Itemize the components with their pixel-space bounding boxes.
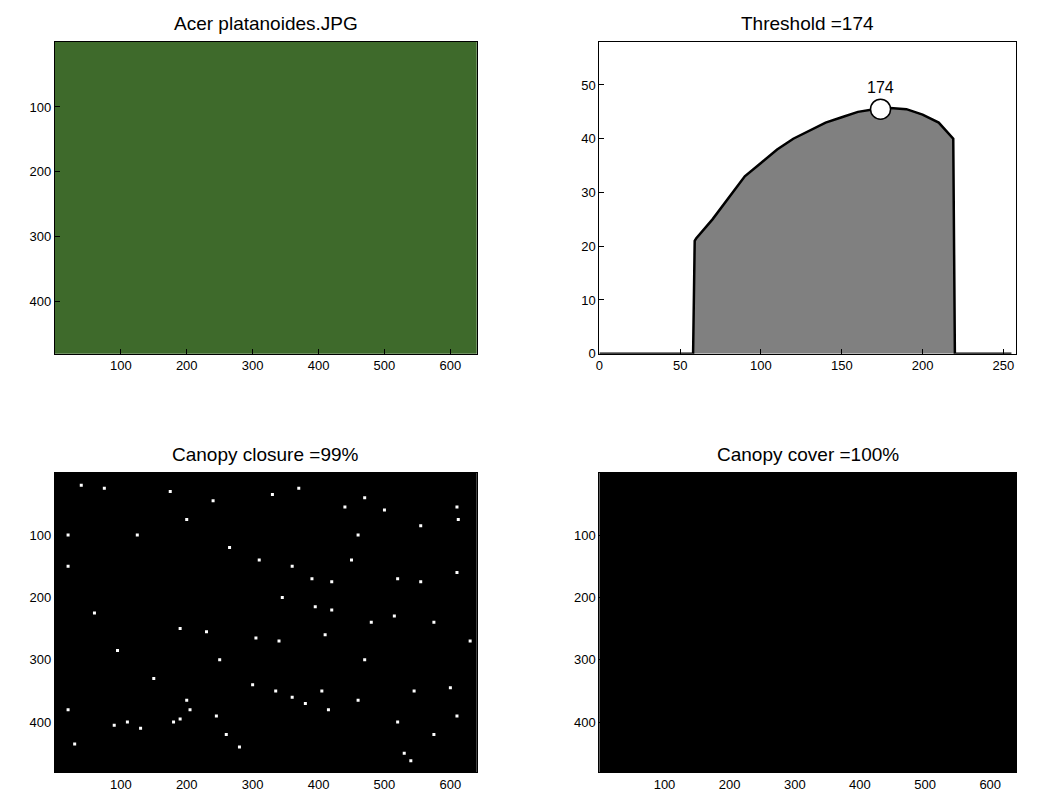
svg-text:Canopy closure =99%: Canopy closure =99%	[172, 444, 359, 465]
svg-text:40: 40	[581, 131, 595, 146]
svg-text:100: 100	[574, 528, 596, 543]
svg-text:400: 400	[308, 358, 330, 373]
svg-text:250: 250	[993, 358, 1015, 373]
svg-text:300: 300	[242, 358, 264, 373]
svg-text:0: 0	[596, 358, 603, 373]
svg-text:400: 400	[30, 715, 52, 730]
svg-text:100: 100	[110, 358, 132, 373]
svg-text:300: 300	[30, 229, 52, 244]
svg-text:200: 200	[30, 590, 52, 605]
svg-text:600: 600	[979, 777, 1001, 792]
svg-text:100: 100	[30, 99, 52, 114]
svg-text:Acer platanoides.JPG: Acer platanoides.JPG	[174, 13, 358, 34]
svg-text:0: 0	[589, 346, 596, 361]
svg-text:400: 400	[30, 294, 52, 309]
svg-text:200: 200	[176, 777, 198, 792]
svg-text:600: 600	[440, 358, 462, 373]
svg-text:20: 20	[581, 239, 595, 254]
svg-text:400: 400	[574, 715, 596, 730]
svg-text:100: 100	[30, 528, 52, 543]
svg-text:200: 200	[719, 777, 741, 792]
svg-text:150: 150	[831, 358, 853, 373]
svg-text:300: 300	[574, 652, 596, 667]
svg-text:500: 500	[914, 777, 936, 792]
svg-text:200: 200	[574, 590, 596, 605]
svg-text:100: 100	[750, 358, 772, 373]
svg-text:100: 100	[654, 777, 676, 792]
svg-text:10: 10	[581, 293, 595, 308]
svg-text:400: 400	[308, 777, 330, 792]
svg-text:500: 500	[374, 358, 396, 373]
svg-text:200: 200	[912, 358, 934, 373]
svg-text:174: 174	[867, 79, 894, 96]
svg-text:100: 100	[110, 777, 132, 792]
svg-text:200: 200	[30, 164, 52, 179]
svg-text:300: 300	[30, 652, 52, 667]
svg-text:50: 50	[673, 358, 687, 373]
svg-text:Canopy cover =100%: Canopy cover =100%	[717, 444, 899, 465]
svg-text:Threshold =174: Threshold =174	[741, 13, 874, 34]
svg-text:50: 50	[581, 78, 595, 93]
svg-text:600: 600	[440, 777, 462, 792]
svg-text:30: 30	[581, 185, 595, 200]
svg-text:400: 400	[849, 777, 871, 792]
svg-text:300: 300	[784, 777, 806, 792]
svg-text:200: 200	[176, 358, 198, 373]
svg-text:500: 500	[374, 777, 396, 792]
svg-text:300: 300	[242, 777, 264, 792]
